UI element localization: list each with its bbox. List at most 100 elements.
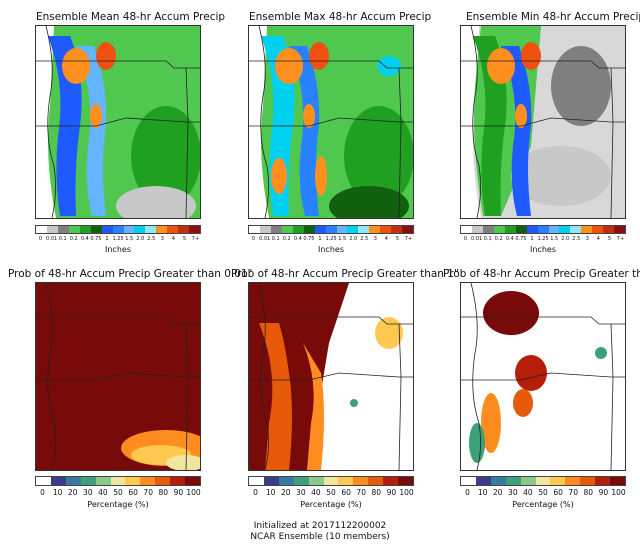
colorbar-swatch — [178, 226, 190, 233]
colorbar-tick-label: 0.4 — [80, 236, 89, 242]
prob-ticks-1: 0 10 20 30 40 50 60 70 80 90 100 — [35, 488, 201, 497]
precip-peak — [377, 56, 401, 76]
coastline — [470, 283, 481, 470]
prob-field — [303, 343, 324, 470]
precip-field — [329, 186, 409, 218]
colorbar-swatch — [461, 477, 476, 485]
colorbar-tick-label: 5 — [182, 236, 186, 242]
prob-field — [166, 455, 200, 470]
colorbar-swatch — [95, 477, 111, 485]
colorbar-tick-label: 40 — [98, 488, 108, 497]
colorbar-swatch — [134, 226, 146, 233]
colorbar-tick-label: 50 — [326, 488, 336, 497]
border-line — [398, 67, 402, 218]
colorbar-swatch — [112, 226, 124, 233]
precip-colorbar-3 — [460, 225, 626, 234]
colorbar-swatch — [592, 226, 604, 233]
precip-peak — [90, 104, 102, 128]
precip-field — [116, 186, 196, 218]
colorbar-swatch — [156, 226, 168, 233]
precip-field — [344, 106, 413, 206]
colorbar-swatch — [550, 477, 566, 485]
colorbar-swatch — [185, 477, 200, 485]
map-ensemble-max-graphic — [249, 26, 413, 218]
colorbar-swatch — [559, 226, 571, 233]
colorbar-tick-label: 0.01 — [471, 236, 483, 242]
colorbar-swatch — [353, 477, 369, 485]
border-line — [36, 372, 200, 381]
colorbar-tick-label: 3 — [373, 236, 377, 242]
colorbar-swatch — [520, 477, 536, 485]
colorbar-tick-label: 30 — [508, 488, 518, 497]
map-borders — [249, 283, 413, 470]
colorbar-tick-label: 7+ — [191, 236, 200, 242]
precip-peak — [96, 42, 116, 70]
colorbar-swatch — [292, 226, 304, 233]
precip-inland-band — [76, 46, 107, 216]
border-line — [36, 117, 200, 127]
colorbar-tick-label: 3 — [585, 236, 589, 242]
prob-ticks-3: 0 10 20 30 40 50 60 70 80 90 100 — [460, 488, 626, 497]
border-line — [461, 316, 625, 325]
colorbar-tick-label: 0.75 — [90, 236, 102, 242]
colorbar-swatch — [383, 477, 399, 485]
map-ensemble-min-graphic — [461, 26, 625, 218]
border-line — [461, 117, 625, 127]
colorbar-tick-label: 0.1 — [58, 236, 67, 242]
colorbar-tick-label: 10 — [52, 488, 63, 497]
prob-field — [375, 317, 403, 349]
colorbar-tick-label: 30 — [83, 488, 93, 497]
precip-peak — [515, 104, 527, 128]
colorbar-swatch — [570, 226, 582, 233]
colorbar-tick-label: 0 — [251, 236, 256, 242]
footer-init-time: Initialized at 2017112200002 — [253, 521, 387, 531]
colorbar-swatch — [482, 226, 494, 233]
colorbar-tick-label: 30 — [296, 488, 306, 497]
colorbar-swatch — [57, 226, 69, 233]
colorbar-tick-label: 2.5 — [360, 236, 369, 242]
colorbar-swatch — [610, 477, 625, 485]
prob-label-2: Percentage (%) — [300, 500, 362, 509]
colorbar-tick-label: 1.25 — [112, 236, 124, 242]
map-prob-001 — [35, 282, 201, 471]
colorbar-tick-label: 90 — [598, 488, 609, 497]
panel-title-prob-1: Prob of 48-hr Accum Precip Greater than … — [231, 268, 459, 280]
colorbar-swatch — [603, 226, 615, 233]
colorbar-swatch — [338, 477, 354, 485]
colorbar-tick-label: 0.1 — [483, 236, 492, 242]
colorbar-swatch — [293, 477, 309, 485]
prob-field — [513, 389, 533, 417]
colorbar-tick-label: 0 — [253, 488, 258, 497]
colorbar-tick-label: 10 — [265, 488, 276, 497]
colorbar-swatch — [358, 226, 370, 233]
colorbar-tick-label: 0.01 — [259, 236, 271, 242]
precip-colorbar-1 — [35, 225, 201, 234]
colorbar-swatch — [380, 226, 392, 233]
colorbar-tick-label: 100 — [399, 488, 414, 497]
colorbar-tick-label: 80 — [583, 488, 594, 497]
colorbar-swatch — [537, 226, 549, 233]
precip-field — [511, 146, 611, 206]
colorbar-tick-label: 4 — [596, 236, 600, 242]
coastline — [45, 283, 56, 470]
colorbar-swatch — [548, 226, 560, 233]
prob-ticks-2: 0 10 20 30 40 50 60 70 80 90 100 — [248, 488, 414, 497]
precip-field — [551, 46, 611, 126]
colorbar-tick-label: 70 — [143, 488, 153, 497]
border-line — [461, 60, 625, 69]
precip-peak — [315, 156, 327, 196]
colorbar-tick-label: 40 — [523, 488, 533, 497]
map-prob-001-graphic — [36, 283, 200, 470]
colorbar-swatch — [110, 477, 126, 485]
colorbar-tick-label: 1 — [105, 236, 109, 242]
precip-label-3: Inches — [530, 245, 556, 254]
colorbar-tick-label: 90 — [386, 488, 397, 497]
prob-colorbar-2 — [248, 476, 414, 486]
border-line — [610, 67, 614, 218]
map-prob-1 — [248, 282, 414, 471]
colorbar-tick-label: 4 — [384, 236, 388, 242]
colorbar-swatch — [595, 477, 611, 485]
colorbar-swatch — [249, 226, 260, 233]
colorbar-tick-label: 60 — [341, 488, 351, 497]
panel-title-prob-2: Prob of 48-hr Accum Precip Greater than … — [443, 268, 640, 280]
